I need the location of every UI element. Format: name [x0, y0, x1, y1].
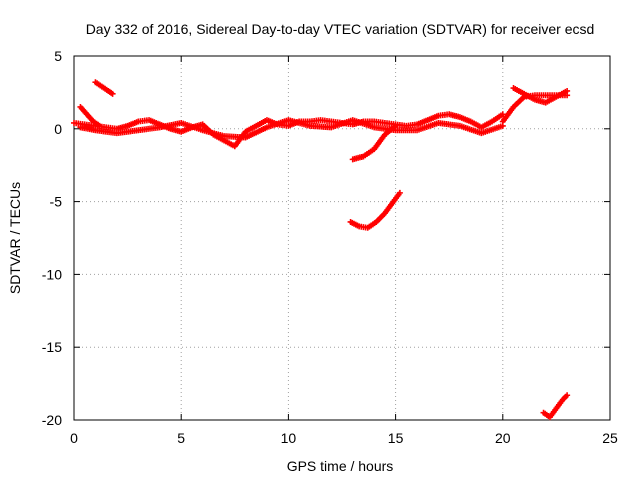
series-bottom-track — [540, 392, 571, 421]
data-point — [564, 392, 571, 399]
data-point — [499, 111, 506, 118]
axis-ticks — [73, 55, 611, 421]
x-tick-labels: 0 5 10 15 20 25 — [70, 430, 618, 446]
data-point — [564, 87, 571, 94]
x-tick-label: 15 — [388, 430, 404, 446]
y-tick-label: -10 — [42, 266, 62, 282]
data-point — [392, 122, 399, 129]
y-tick-label: -15 — [42, 339, 62, 355]
data-points — [71, 79, 571, 421]
series-short-track — [92, 79, 116, 97]
y-tick-label: 5 — [54, 48, 62, 64]
data-point — [396, 189, 403, 196]
y-tick-labels: 5 0 -5 -10 -15 -20 — [42, 48, 62, 428]
series-low-arc — [347, 189, 403, 231]
series-late-band-b — [510, 85, 571, 106]
x-tick-label: 10 — [281, 430, 297, 446]
data-point — [109, 90, 116, 97]
x-axis-label: GPS time / hours — [287, 458, 394, 474]
x-tick-label: 25 — [602, 430, 618, 446]
series-upper-bump — [77, 103, 103, 129]
y-tick-label: -20 — [42, 412, 62, 428]
plot-frame — [73, 55, 611, 421]
chart-title: Day 332 of 2016, Sidereal Day-to-day VTE… — [86, 21, 595, 37]
x-tick-label: 20 — [495, 430, 511, 446]
data-point — [96, 122, 103, 129]
x-tick-label: 0 — [70, 430, 78, 446]
y-axis-label: SDTVAR / TECUs — [7, 182, 23, 294]
y-tick-label: 0 — [54, 121, 62, 137]
y-tick-label: -5 — [50, 194, 63, 210]
x-tick-label: 5 — [177, 430, 185, 446]
series-dip-track — [349, 122, 399, 163]
series-main-band-b — [77, 117, 506, 141]
grid-lines — [74, 56, 610, 420]
